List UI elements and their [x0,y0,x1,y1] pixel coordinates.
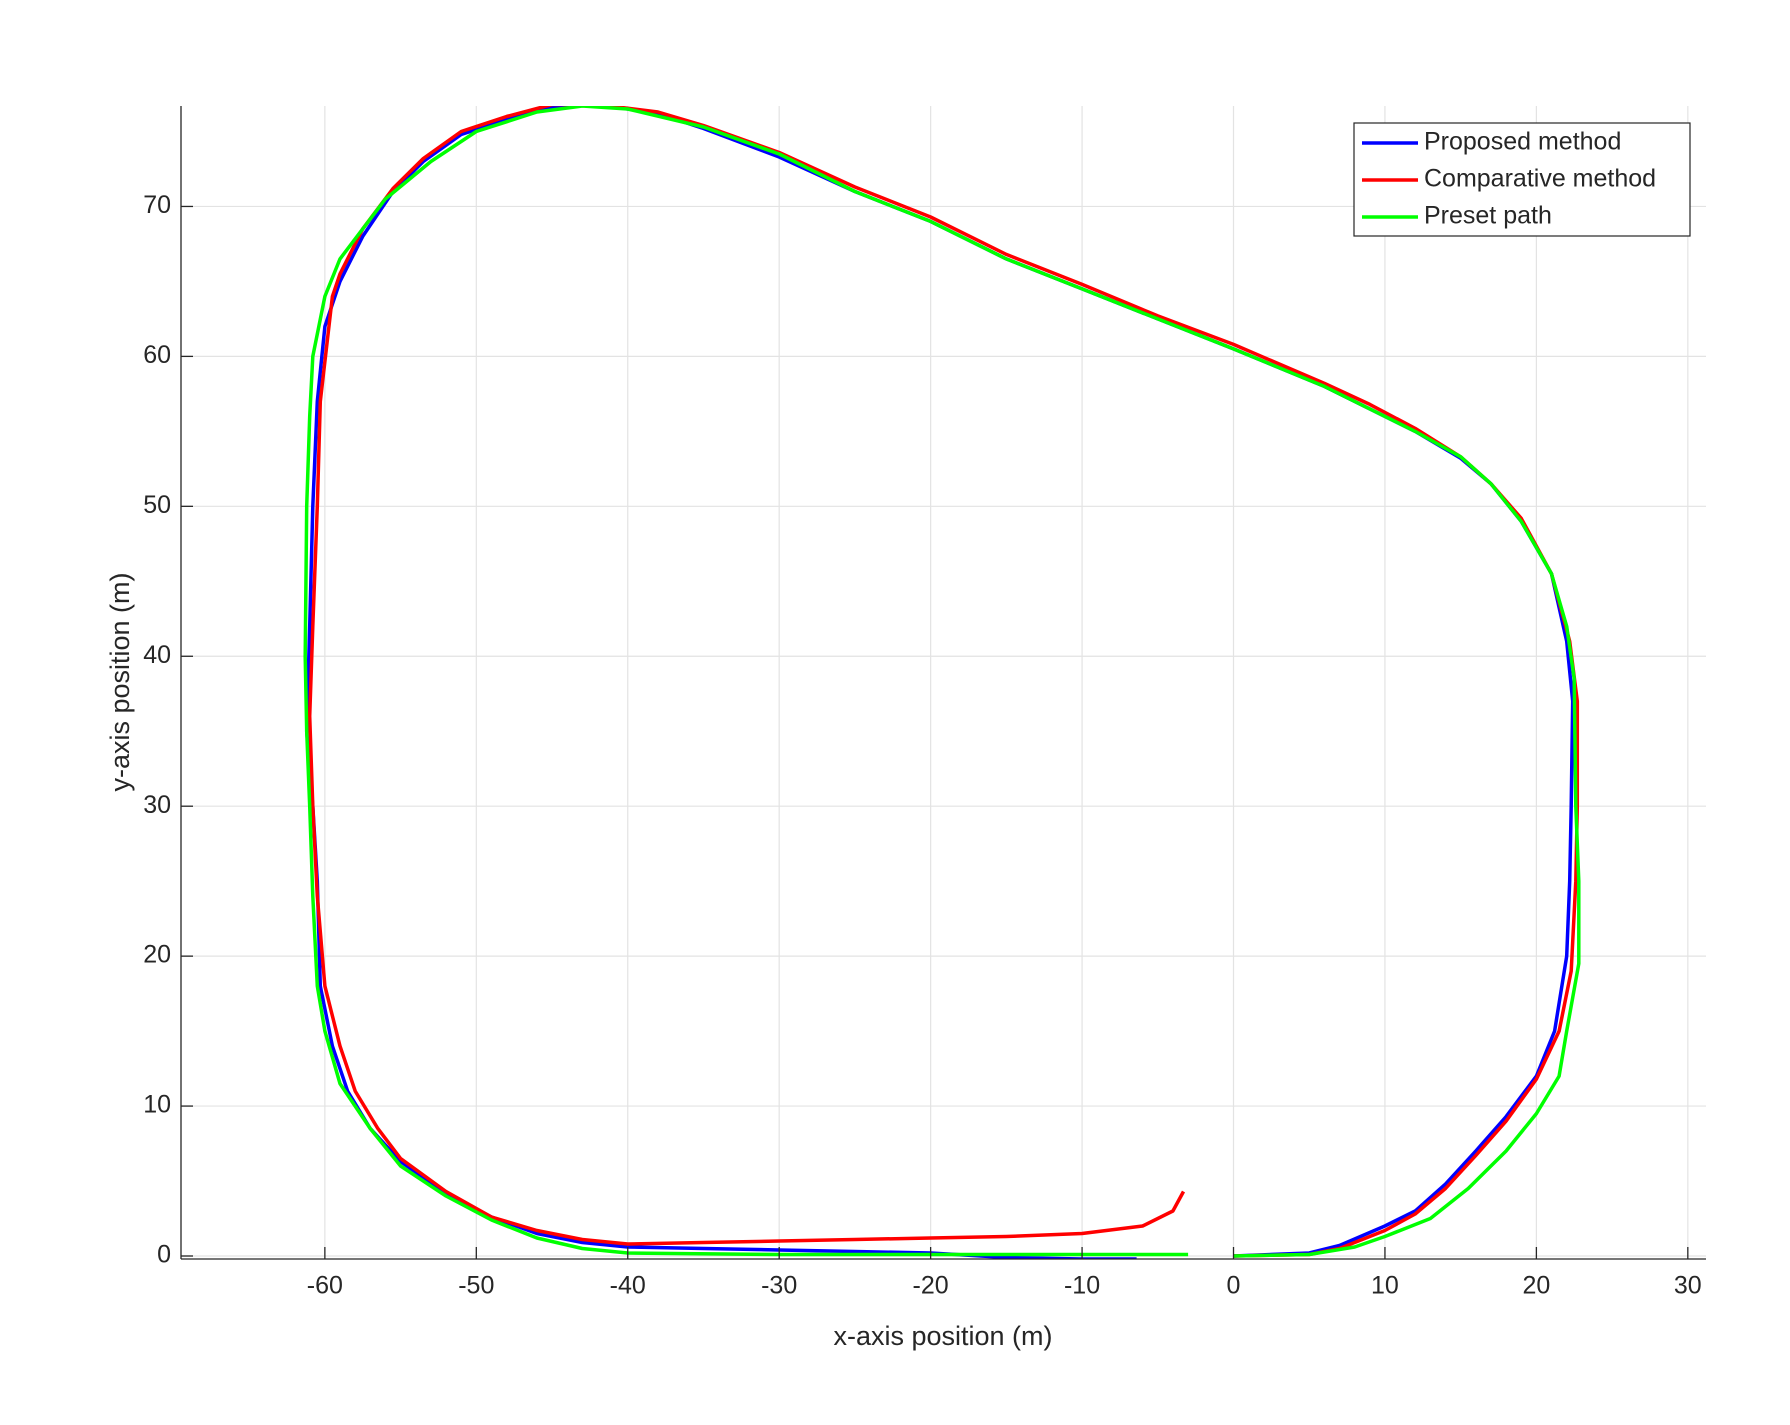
series-line [304,106,1575,1259]
y-tick-label: 30 [143,791,171,819]
y-tick-label: 40 [143,641,171,669]
x-tick-label: -60 [307,1272,343,1300]
series-line [307,106,1580,1258]
x-axis-label: x-axis position (m) [833,1321,1052,1351]
axes: -60 -50 -40 -30 -20 -10 0 10 20 30 0 10 20 30 40 50 60 70 [143,106,1706,1300]
y-axis-label: y-axis position (m) [105,572,135,791]
grid [181,106,1706,1259]
y-tick-label: 10 [143,1091,171,1119]
legend-label: Proposed method [1424,128,1621,156]
legend-label: Comparative method [1424,165,1656,193]
x-tick-label: 10 [1371,1272,1399,1300]
y-tick-label: 60 [143,341,171,369]
x-tick-label: -30 [761,1272,797,1300]
x-tick-label: -10 [1064,1272,1100,1300]
y-tick-label: 50 [143,491,171,519]
legend-label: Preset path [1424,202,1552,230]
y-tick-label: 0 [157,1241,171,1269]
x-tick-label: 0 [1227,1272,1241,1300]
x-tick-label: -50 [458,1272,494,1300]
x-tick-label: -40 [610,1272,646,1300]
legend: Proposed method Comparative method Preset … [1353,122,1691,237]
y-tick-label: 70 [143,191,171,219]
x-tick-label: -20 [913,1272,949,1300]
x-tick-label: 30 [1674,1272,1702,1300]
x-tick-label: 20 [1522,1272,1550,1300]
plot-area [303,106,1581,1259]
series-line [303,106,1581,1258]
y-tick-label: 20 [143,941,171,969]
